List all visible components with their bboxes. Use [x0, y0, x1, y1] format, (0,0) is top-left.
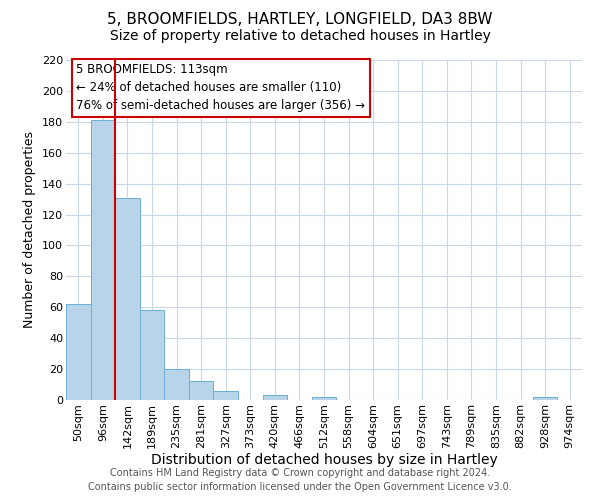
Y-axis label: Number of detached properties: Number of detached properties	[23, 132, 37, 328]
Text: Contains HM Land Registry data © Crown copyright and database right 2024.
Contai: Contains HM Land Registry data © Crown c…	[88, 468, 512, 492]
Bar	[263, 396, 287, 400]
Bar	[140, 310, 164, 400]
Bar	[533, 397, 557, 400]
Bar	[91, 120, 115, 400]
Text: Size of property relative to detached houses in Hartley: Size of property relative to detached ho…	[110, 29, 490, 43]
X-axis label: Distribution of detached houses by size in Hartley: Distribution of detached houses by size …	[151, 454, 497, 468]
Bar	[66, 304, 91, 400]
Bar	[115, 198, 140, 400]
Bar	[214, 390, 238, 400]
Bar	[189, 382, 214, 400]
Bar	[164, 369, 189, 400]
Text: 5, BROOMFIELDS, HARTLEY, LONGFIELD, DA3 8BW: 5, BROOMFIELDS, HARTLEY, LONGFIELD, DA3 …	[107, 12, 493, 28]
Text: 5 BROOMFIELDS: 113sqm
← 24% of detached houses are smaller (110)
76% of semi-det: 5 BROOMFIELDS: 113sqm ← 24% of detached …	[76, 64, 365, 112]
Bar	[312, 397, 336, 400]
